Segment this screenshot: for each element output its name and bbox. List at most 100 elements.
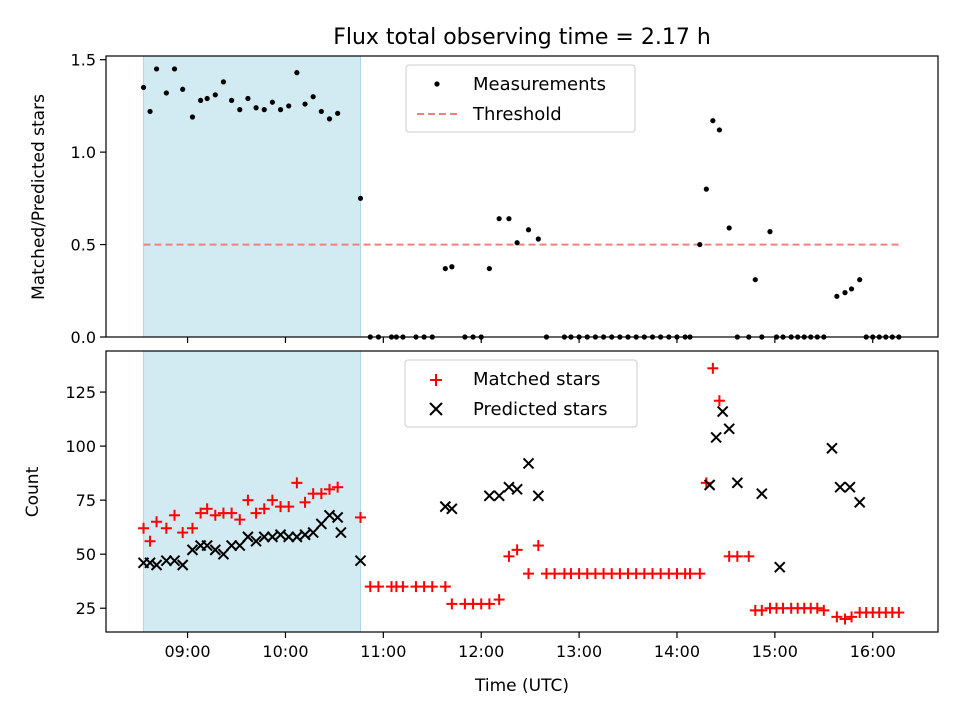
predicted-star-point — [258, 531, 270, 543]
predicted-star-point — [217, 548, 230, 560]
measurement-point — [294, 70, 300, 76]
matched-star-point — [266, 494, 278, 506]
matched-star-point — [439, 581, 451, 593]
x-tick-label: 11:00 — [360, 642, 406, 661]
measurement-point — [286, 103, 292, 109]
predicted-star-point — [209, 544, 222, 556]
measurement-point — [171, 66, 178, 72]
predicted-star-point — [853, 496, 866, 509]
measurement-point — [506, 216, 512, 222]
predicted-star-point — [844, 481, 856, 493]
measurement-point — [357, 195, 364, 201]
predicted-star-point — [703, 479, 716, 491]
predicted-star-point — [354, 554, 367, 567]
matched-star-point — [684, 568, 696, 580]
legend-predicted-label: Predicted stars — [473, 399, 607, 420]
matched-star-point — [209, 509, 221, 521]
shaded-span — [143, 55, 361, 338]
top-y-ticks: 0.0 0.5 1.0 1.5 — [71, 51, 106, 347]
bottom-legend: Matched stars Predicted stars — [404, 359, 638, 428]
matched-star-point — [397, 581, 409, 593]
predicted-star-point — [723, 423, 735, 435]
predicted-star-point — [716, 405, 729, 418]
top-legend-box — [405, 64, 636, 133]
matched-star-point — [144, 535, 156, 547]
predicted-star-point — [186, 544, 199, 556]
measurement-point — [302, 101, 308, 107]
measurement-point — [261, 107, 267, 113]
measurement-point — [857, 277, 863, 283]
matched-star-point — [893, 607, 905, 619]
predicted-star-point — [710, 431, 722, 444]
matched-star-point — [818, 604, 830, 616]
measurement-point — [335, 110, 341, 116]
measurement-point — [726, 225, 732, 231]
top-x-ticks — [186, 337, 874, 343]
measurement-point — [525, 227, 532, 233]
y-tick-label: 25 — [76, 599, 96, 618]
legend-threshold-label: Threshold — [472, 104, 562, 125]
measurement-point — [204, 95, 210, 102]
bottom-shaded-region — [143, 350, 361, 633]
matched-star-point — [138, 522, 150, 534]
legend-measurement-marker — [434, 81, 440, 87]
predicted-star-point — [291, 531, 303, 543]
bottom-axes-frame — [105, 350, 939, 633]
y-tick-label: 125 — [65, 383, 96, 402]
matched-star-point — [694, 568, 706, 580]
predicted-star-point — [331, 511, 344, 524]
predicted-star-point — [299, 529, 311, 541]
matched-star-point — [493, 594, 505, 606]
predicted-star-point — [201, 539, 213, 552]
matched-star-point — [811, 602, 823, 614]
measurement-points — [140, 66, 902, 340]
matched-star-point — [839, 613, 851, 625]
matched-star-point — [743, 550, 755, 562]
y-tick-label: 0.0 — [71, 328, 96, 347]
matched-star-point — [323, 483, 335, 495]
measurement-point — [486, 265, 492, 272]
measurement-point — [140, 84, 147, 91]
predicted-star-point — [225, 539, 238, 552]
predicted-star-point — [168, 554, 181, 567]
predicted-star-point — [160, 554, 173, 567]
predicted-star-point — [439, 500, 452, 513]
top-y-axis-label: Matched/Predicted stars — [29, 94, 49, 300]
matched-star-point — [354, 511, 366, 523]
measurement-point — [716, 127, 722, 133]
x-tick-label: 16:00 — [850, 642, 896, 661]
matched-star-point — [250, 507, 262, 519]
matched-star-point — [169, 509, 181, 521]
predicted-star-point — [826, 442, 838, 454]
y-tick-label: 0.5 — [71, 236, 96, 255]
matched-star-point — [831, 611, 843, 623]
matched-star-point — [713, 395, 725, 407]
measurement-point — [147, 108, 153, 115]
top-shaded-region — [143, 55, 361, 338]
predicted-star-point — [532, 490, 545, 502]
predicted-star-point — [274, 529, 287, 541]
predicted-star-point — [756, 487, 768, 500]
predicted-star-point — [483, 490, 496, 502]
top-legend: Measurements Threshold — [405, 64, 636, 133]
measurement-point — [752, 277, 758, 283]
x-tick-label: 09:00 — [165, 642, 211, 661]
bottom-y-axis-label: Count — [23, 466, 43, 517]
measurement-point — [237, 107, 243, 113]
y-tick-label: 1.0 — [71, 143, 96, 162]
predicted-star-point — [774, 561, 786, 573]
matched-star-point — [186, 522, 198, 534]
bottom-panel: 25 50 75 100 125 09:00 10:00 11:00 12:00 13:00 14… — [23, 350, 939, 696]
predicted-star-point — [511, 483, 523, 496]
matched-star-point — [503, 550, 515, 562]
matched-star-point — [299, 496, 311, 508]
measurement-point — [253, 105, 259, 111]
measurement-point — [496, 216, 502, 222]
matched-star-point — [846, 611, 858, 623]
top-panel: Flux total observing time = 2.17 h 0.00.… — [29, 25, 939, 347]
predicted-star-point — [176, 559, 189, 571]
predicted-star-point — [522, 457, 535, 470]
measurement-point — [189, 114, 196, 120]
matched-star-point — [372, 581, 384, 593]
